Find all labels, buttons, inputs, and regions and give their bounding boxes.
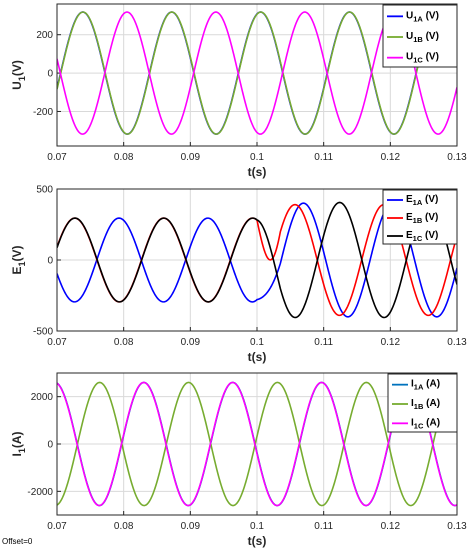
x-tick-label: 0.09: [181, 152, 201, 163]
series-group: [57, 381, 457, 507]
x-tick-label: 0.11: [314, 152, 333, 163]
legend-label: U1A (V): [406, 10, 439, 23]
series-line-1c: [57, 201, 457, 319]
axes-box: [56, 3, 458, 147]
legend: E1A (V) E1B (V) E1C (V): [382, 189, 458, 245]
legend-label: E1A (V): [406, 194, 438, 207]
x-axis-label: t(s): [248, 350, 267, 364]
x-tick-label: 0.13: [447, 152, 467, 163]
y-axis-label: I1(A): [10, 431, 27, 456]
y-tick-label: 0: [47, 69, 53, 80]
x-tick-label: 0.1: [250, 152, 264, 163]
y-tick-label: 200: [36, 30, 53, 41]
legend-label: E1C (V): [406, 230, 438, 243]
x-tick-label: 0.09: [181, 521, 201, 532]
x-tick-label: 0.09: [181, 337, 201, 348]
x-tick-label: 0.13: [447, 521, 467, 532]
x-tick-label: 0.11: [314, 337, 333, 348]
axes-box: [56, 372, 458, 516]
y-axis-label: E1(V): [10, 245, 27, 274]
offset-label: Offset=0: [2, 537, 33, 546]
x-tick-label: 0.08: [114, 337, 134, 348]
legend-box: [387, 373, 458, 433]
series-line-1b: [57, 11, 457, 135]
legend-box: [382, 189, 458, 245]
x-tick-label: 0.1: [250, 337, 264, 348]
x-tick-label: 0.12: [381, 521, 401, 532]
x-axis-label: t(s): [248, 165, 267, 179]
legend-label: I1C (A): [411, 417, 440, 430]
legend: I1A (A) I1B (A) I1C (A): [387, 373, 458, 433]
x-tick-label: 0.1: [250, 521, 264, 532]
plot-3: 0.07 0.08 0.09 0.1 0.11 0.12 0.13 -2000 0 2000 t(s…: [10, 372, 467, 548]
x-tick-label: 0.07: [47, 337, 67, 348]
x-tick-label: 0.08: [114, 152, 134, 163]
plot-2: 0.07 0.08 0.09 0.1 0.11 0.12 0.13 -500 0 500 t(s) E…: [10, 185, 467, 365]
series-line-1b: [57, 381, 457, 507]
x-tick-label: 0.11: [314, 521, 333, 532]
legend: U1A (V) U1B (V) U1C (V): [382, 4, 458, 68]
x-tick-label: 0.08: [114, 521, 134, 532]
legend-label: U1B (V): [406, 31, 439, 44]
y-tick-label: 2000: [31, 392, 54, 403]
x-tick-label: 0.07: [47, 521, 67, 532]
legend-label: I1B (A): [411, 398, 440, 411]
x-tick-label: 0.07: [47, 152, 67, 163]
legend-label: U1C (V): [406, 52, 439, 65]
x-tick-label: 0.12: [381, 337, 401, 348]
y-tick-label: 500: [36, 185, 53, 196]
axes-box: [56, 188, 458, 332]
x-axis-label: t(s): [248, 534, 267, 548]
plot-1: 0.07 0.08 0.09 0.1 0.11 0.12 0.13 -200 0 200 t(s) U…: [10, 3, 467, 179]
y-tick-label: -2000: [27, 487, 53, 498]
legend-label: I1A (A): [411, 379, 440, 392]
y-tick-label: 0: [47, 440, 53, 451]
y-tick-label: 0: [47, 256, 53, 267]
y-tick-label: -500: [33, 327, 53, 338]
series-line-1c: [57, 381, 457, 507]
x-tick-label: 0.13: [447, 337, 467, 348]
legend-box: [382, 4, 458, 68]
x-tick-label: 0.12: [381, 152, 401, 163]
legend-label: E1B (V): [406, 212, 438, 225]
y-axis-label: U1(V): [10, 60, 27, 90]
y-tick-label: -200: [33, 107, 53, 118]
